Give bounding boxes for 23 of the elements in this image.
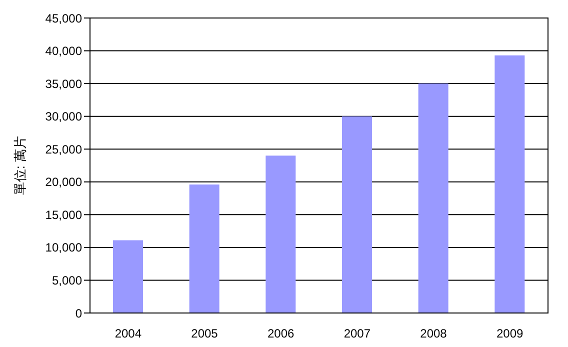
x-tick-label: 2009 <box>496 326 524 341</box>
x-tick-label: 2006 <box>267 326 295 341</box>
x-tick-label: 2007 <box>344 326 371 341</box>
x-tick-label: 2004 <box>114 326 142 341</box>
bar <box>113 240 143 313</box>
bar <box>418 84 448 313</box>
y-tick-label: 5,000 <box>52 273 82 288</box>
y-tick-label: 35,000 <box>45 76 82 91</box>
y-tick-label: 25,000 <box>45 142 82 156</box>
bar <box>266 156 296 313</box>
y-axis-title: 單位: 萬片 <box>12 136 28 196</box>
x-tick-label: 2008 <box>420 326 448 341</box>
bar <box>342 116 372 313</box>
y-tick-label: 30,000 <box>45 110 82 124</box>
y-tick-label: 0 <box>75 306 82 320</box>
y-tick-label: 40,000 <box>45 44 82 58</box>
y-tick-label: 15,000 <box>45 208 82 222</box>
x-tick-label: 2005 <box>191 326 218 341</box>
y-tick-label: 10,000 <box>45 240 82 255</box>
y-tick-label: 45,000 <box>45 11 82 26</box>
bar <box>494 55 525 313</box>
bar <box>189 184 220 313</box>
y-tick-label: 20,000 <box>45 175 82 190</box>
